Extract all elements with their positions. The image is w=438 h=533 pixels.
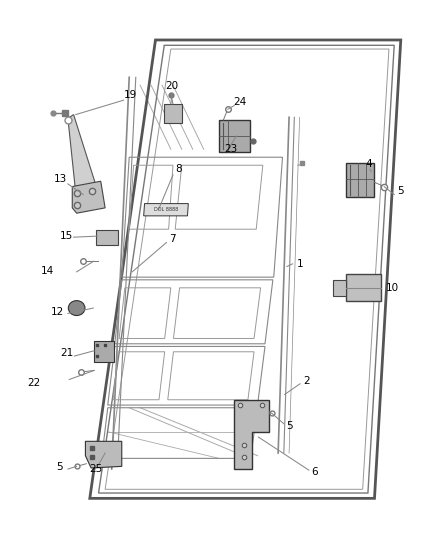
Text: 8: 8	[175, 165, 182, 174]
Text: 4: 4	[366, 159, 373, 169]
Polygon shape	[164, 104, 182, 123]
Text: 23: 23	[224, 144, 237, 154]
Polygon shape	[94, 341, 114, 362]
Polygon shape	[234, 400, 269, 469]
Polygon shape	[346, 274, 381, 301]
Text: 20: 20	[166, 82, 179, 91]
Text: 21: 21	[60, 348, 73, 358]
Polygon shape	[219, 120, 250, 152]
Text: 2: 2	[303, 376, 310, 386]
Text: 5: 5	[397, 186, 404, 196]
Text: 6: 6	[311, 467, 318, 477]
Polygon shape	[144, 204, 188, 216]
Text: 5: 5	[56, 463, 63, 472]
Text: DOL 8888: DOL 8888	[154, 207, 178, 212]
Polygon shape	[85, 441, 122, 468]
Polygon shape	[68, 115, 100, 196]
Text: 5: 5	[286, 422, 293, 431]
Text: 24: 24	[233, 98, 247, 107]
Ellipse shape	[68, 301, 85, 316]
Polygon shape	[96, 230, 118, 245]
Text: 12: 12	[51, 307, 64, 317]
Text: 15: 15	[60, 231, 73, 240]
Text: 25: 25	[89, 464, 102, 474]
Text: 10: 10	[386, 283, 399, 293]
Polygon shape	[333, 280, 346, 296]
Text: 7: 7	[169, 234, 176, 244]
Text: 14: 14	[41, 266, 54, 276]
Polygon shape	[72, 181, 105, 213]
Text: 1: 1	[297, 259, 304, 269]
Text: 13: 13	[54, 174, 67, 183]
Polygon shape	[346, 163, 374, 197]
Text: 22: 22	[28, 378, 41, 387]
Text: 19: 19	[124, 90, 137, 100]
